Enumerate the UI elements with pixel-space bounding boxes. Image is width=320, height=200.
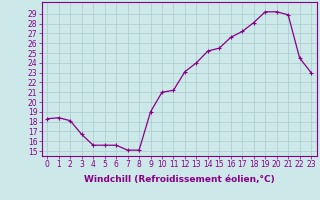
X-axis label: Windchill (Refroidissement éolien,°C): Windchill (Refroidissement éolien,°C): [84, 175, 275, 184]
